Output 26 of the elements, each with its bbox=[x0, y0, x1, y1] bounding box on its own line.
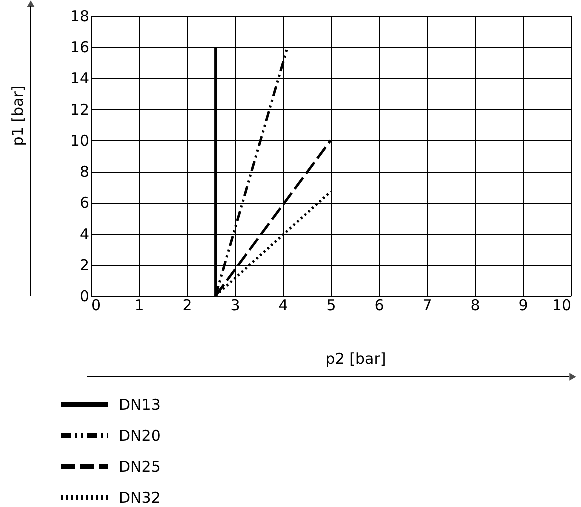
y-tick-label: 6 bbox=[80, 194, 90, 212]
y-tick-label: 12 bbox=[70, 100, 90, 119]
y-tick-label: 8 bbox=[80, 163, 90, 182]
x-tick-label: 5 bbox=[326, 296, 336, 314]
y-tick-label: 18 bbox=[70, 8, 90, 26]
x-tick-label: 4 bbox=[278, 296, 288, 314]
x-tick-label: 6 bbox=[374, 296, 384, 314]
y-tick-label: 14 bbox=[70, 70, 90, 88]
legend-label: DN20 bbox=[119, 427, 161, 445]
y-tick-label: 4 bbox=[80, 225, 90, 244]
y-tick-label: 10 bbox=[70, 132, 90, 150]
y-axis-title: p1 [bar] bbox=[9, 86, 27, 146]
y-tick-label: 16 bbox=[70, 38, 90, 57]
x-tick-label: 3 bbox=[230, 296, 240, 314]
x-tick-label: 0 bbox=[92, 296, 102, 314]
legend-label: DN25 bbox=[119, 458, 161, 476]
x-tick-label: 2 bbox=[182, 296, 192, 314]
x-tick-label: 8 bbox=[470, 296, 480, 314]
y-tick-label: 2 bbox=[80, 256, 90, 274]
x-tick-label: 7 bbox=[422, 296, 432, 314]
legend-label: DN32 bbox=[119, 489, 161, 507]
legend-label: DN13 bbox=[119, 396, 161, 414]
x-axis-title: p2 [bar] bbox=[326, 350, 386, 368]
x-tick-label: 10 bbox=[552, 296, 572, 314]
x-tick-label: 9 bbox=[518, 296, 528, 314]
x-tick-label: 1 bbox=[134, 296, 144, 314]
